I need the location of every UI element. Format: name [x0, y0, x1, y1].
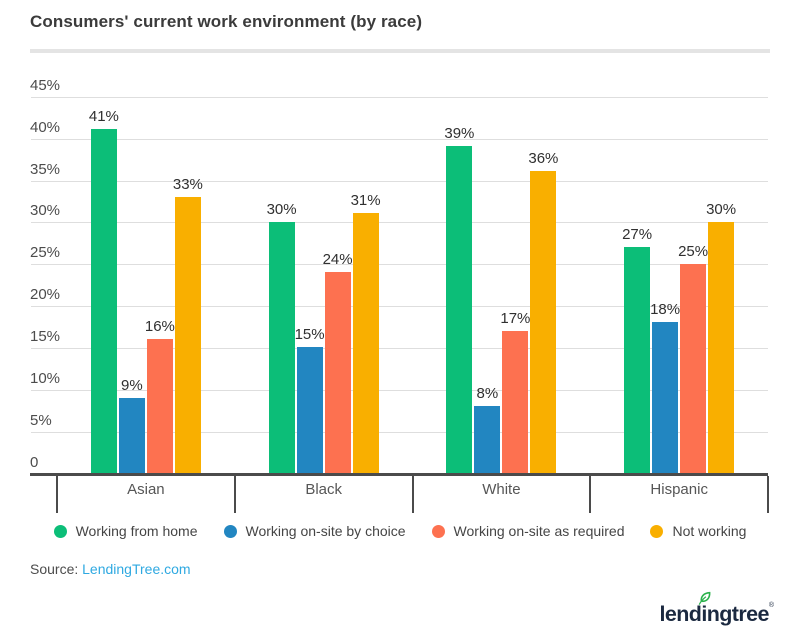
- bar-not-working: [174, 196, 201, 473]
- y-axis-label: 20%: [30, 286, 61, 304]
- bar-working-from-home: [90, 129, 117, 473]
- bar-working-on-site-by-choice: [652, 322, 679, 473]
- y-axis-label: 15%: [30, 328, 61, 346]
- bar-value-label: 17%: [500, 309, 531, 327]
- bar-value-label: 33%: [172, 175, 203, 193]
- gridline: [31, 390, 768, 391]
- legend-label: Working on-site as required: [453, 523, 625, 539]
- bar-value-label: 9%: [121, 376, 143, 394]
- bar-working-on-site-as-required: [146, 338, 173, 473]
- chart-title: Consumers' current work environment (by …: [30, 12, 423, 31]
- category-label-hispanic: Hispanic: [650, 481, 708, 498]
- bar-value-label: 16%: [144, 317, 175, 335]
- source-label: Source:: [30, 561, 79, 577]
- bar-value-label: 31%: [350, 192, 381, 210]
- legend-label: Not working: [672, 523, 747, 539]
- gridline: [31, 431, 768, 433]
- x-axis-tick: [56, 476, 58, 513]
- y-axis-label: 10%: [30, 370, 61, 387]
- source-link[interactable]: LendingTree.com: [82, 561, 191, 577]
- category-label-white: White: [482, 481, 521, 498]
- legend-item: Working from home: [53, 523, 198, 539]
- legend-item: Working on-site as required: [431, 523, 625, 539]
- bar-value-label: 30%: [706, 200, 737, 218]
- bar-value-label: 25%: [678, 242, 709, 260]
- bar-working-on-site-by-choice: [474, 406, 501, 473]
- legend-item: Not working: [650, 523, 746, 539]
- gridline: [31, 138, 768, 140]
- legend-label: Working on-site by choice: [245, 523, 406, 539]
- bar-working-on-site-by-choice: [118, 397, 145, 473]
- bar-not-working: [352, 213, 379, 473]
- y-axis-label: 45%: [30, 76, 61, 94]
- y-axis-label: 35%: [30, 160, 61, 178]
- source-line: Source: LendingTree.com: [30, 561, 191, 577]
- bar-working-on-site-as-required: [502, 330, 529, 473]
- y-axis-label: 40%: [30, 118, 61, 136]
- y-axis-label: 25%: [30, 244, 61, 262]
- legend-swatch-icon: [223, 524, 237, 538]
- legend-swatch-icon: [431, 524, 445, 538]
- bar-value-label: 15%: [294, 326, 325, 344]
- legend: Working from home Working on-site by choi…: [0, 523, 800, 539]
- logo-reg-mark: ®: [768, 602, 774, 609]
- y-axis-label: 0: [30, 453, 39, 471]
- x-axis-tick: [411, 476, 414, 513]
- bar-not-working: [530, 171, 557, 473]
- bar-value-label: 18%: [650, 301, 681, 319]
- bar-working-on-site-as-required: [324, 271, 351, 473]
- plot-area: 45% 40% 35% 30% 25% 20% 15% 10% 5% 0 41% 9% 16% 33% 3…: [30, 76, 769, 513]
- gridline: [31, 264, 768, 266]
- bar-value-label: 39%: [444, 125, 475, 143]
- bar-working-from-home: [446, 146, 473, 473]
- gridline: [31, 96, 768, 98]
- bar-working-on-site-as-required: [680, 263, 707, 473]
- gridline: [31, 348, 768, 350]
- gridline: [31, 180, 768, 182]
- bar-value-label: 30%: [266, 200, 297, 218]
- category-label-asian: Asian: [127, 481, 165, 498]
- x-axis-tick: [589, 476, 592, 513]
- bar-value-label: 36%: [528, 150, 559, 168]
- category-label-black: Black: [305, 481, 343, 498]
- bar-value-label: 8%: [476, 385, 499, 402]
- x-axis-tick: [767, 476, 769, 513]
- leaf-icon: [697, 591, 712, 611]
- bar-value-label: 27%: [622, 225, 653, 243]
- legend-swatch-icon: [650, 524, 664, 538]
- bar-value-label: 24%: [322, 250, 353, 268]
- title-divider: [30, 49, 770, 53]
- bar-working-from-home: [268, 221, 295, 473]
- x-axis-tick: [233, 476, 236, 513]
- gridline: [31, 306, 768, 308]
- bar-working-from-home: [624, 246, 651, 473]
- gridline: [31, 222, 768, 224]
- bar-working-on-site-by-choice: [296, 347, 323, 473]
- bar-not-working: [708, 221, 735, 473]
- legend-label: Working from home: [75, 523, 198, 539]
- logo-text: lendingtree: [659, 602, 770, 626]
- bar-value-label: 41%: [88, 108, 119, 126]
- lendingtree-logo: lendingtree®: [659, 591, 774, 632]
- legend-swatch-icon: [53, 524, 67, 538]
- y-axis-label: 30%: [30, 202, 61, 220]
- x-axis-line: [30, 473, 768, 476]
- y-axis-label: 5%: [30, 411, 52, 429]
- legend-item: Working on-site by choice: [223, 523, 406, 539]
